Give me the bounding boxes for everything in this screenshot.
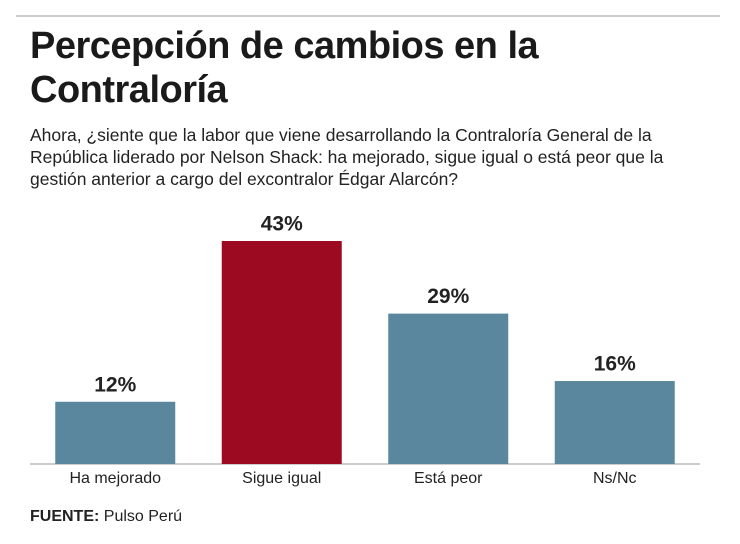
source-label: FUENTE: xyxy=(30,508,100,525)
source-text: Pulso Perú xyxy=(103,508,183,525)
bar xyxy=(388,313,509,464)
value-label: 12% xyxy=(94,373,136,396)
x-tick-label: Ha mejorado xyxy=(69,470,161,487)
x-tick-label: Ns/Nc xyxy=(593,470,637,487)
x-tick-label: Está peor xyxy=(414,470,483,487)
chart-title: Percepción de cambios en la Contraloría xyxy=(30,25,539,111)
value-label: 43% xyxy=(261,213,303,236)
bar xyxy=(221,241,342,464)
bar xyxy=(554,381,675,464)
value-label: 16% xyxy=(594,353,636,376)
x-tick-label: Sigue igual xyxy=(242,470,321,487)
value-label: 29% xyxy=(427,285,469,308)
source: FUENTE: Pulso Perú xyxy=(30,508,182,526)
chart-subtitle: Ahora, ¿siente que la labor que viene de… xyxy=(30,125,664,189)
bar xyxy=(55,401,176,464)
